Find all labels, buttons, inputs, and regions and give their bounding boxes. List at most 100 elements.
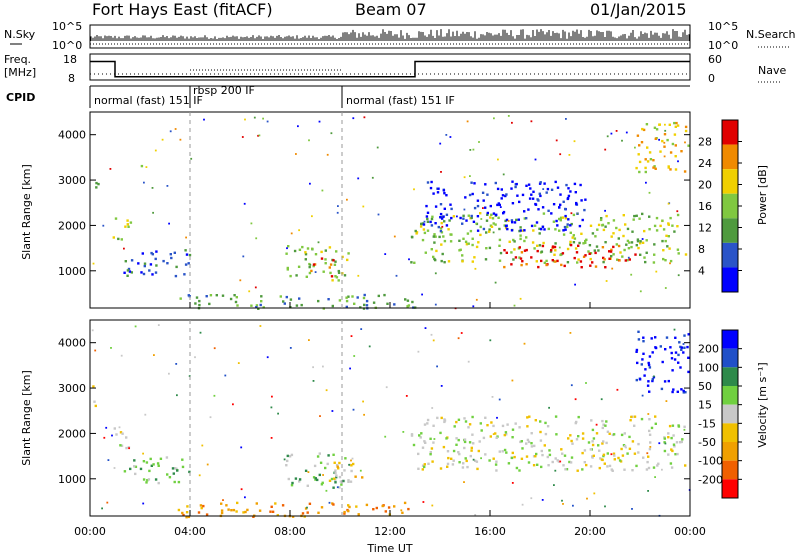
heatmap-cell	[530, 120, 533, 123]
heatmap-cell	[667, 165, 670, 168]
heatmap-cell	[431, 460, 434, 463]
heatmap-cell	[199, 331, 202, 334]
heatmap-cell	[329, 271, 332, 275]
heatmap-cell	[443, 239, 447, 243]
heatmap-cell	[504, 431, 508, 434]
heatmap-cell	[623, 468, 626, 471]
heatmap-cell	[482, 227, 486, 231]
heatmap-cell	[134, 325, 137, 328]
nsky-strip: N.Sky 10^5 10^0 10^5 10^0 N.Search	[4, 20, 796, 52]
heatmap-cell	[539, 194, 542, 198]
heatmap-cell	[547, 227, 550, 231]
heatmap-cell	[341, 255, 344, 259]
heatmap-cell	[319, 461, 323, 464]
heatmap-cell	[578, 224, 582, 228]
heatmap-cell	[434, 222, 437, 225]
beam-label: Beam 07	[355, 0, 427, 19]
heatmap-cell	[103, 436, 106, 439]
heatmap-cell	[516, 194, 519, 197]
heatmap-cell	[657, 462, 660, 465]
heatmap-cell	[652, 466, 656, 469]
heatmap-cell	[151, 187, 154, 189]
heatmap-cell	[183, 273, 186, 276]
heatmap-cell	[181, 465, 185, 469]
heatmap-cell	[427, 462, 430, 465]
heatmap-cell	[422, 223, 426, 226]
heatmap-cell	[510, 456, 514, 460]
heatmap-cell	[449, 203, 452, 206]
heatmap-cell	[677, 160, 679, 163]
heatmap-cell	[606, 452, 609, 455]
heatmap-cell	[91, 329, 94, 332]
heatmap-cell	[423, 463, 426, 466]
heatmap-cell	[554, 228, 557, 231]
heatmap-cell	[490, 225, 494, 228]
heatmap-cell	[617, 244, 621, 248]
heatmap-cell	[604, 424, 607, 427]
heatmap-cell	[350, 469, 353, 473]
heatmap-cell	[518, 256, 521, 259]
heatmap-cell	[637, 246, 640, 250]
heatmap-cell	[546, 455, 549, 459]
heatmap-cell	[185, 516, 188, 519]
heatmap-cell	[477, 241, 480, 244]
heatmap-cell	[642, 456, 645, 459]
heatmap-cell	[126, 219, 129, 222]
heatmap-cell	[615, 243, 618, 246]
heatmap-cell	[335, 463, 339, 467]
heatmap-cell	[610, 468, 613, 471]
heatmap-cell	[484, 183, 487, 186]
heatmap-cell	[515, 218, 518, 222]
heatmap-cell	[187, 294, 190, 297]
heatmap-cell	[541, 453, 544, 457]
heatmap-cell	[248, 290, 251, 293]
heatmap-cell	[109, 168, 112, 170]
heatmap-cell	[123, 271, 126, 274]
heatmap-cell	[467, 242, 470, 245]
heatmap-cell	[486, 213, 489, 216]
heatmap-cell	[489, 216, 492, 219]
heatmap-cell	[357, 177, 360, 180]
heatmap-cell	[320, 483, 324, 486]
heatmap-cell	[349, 367, 351, 370]
heatmap-cell	[258, 509, 262, 512]
heatmap-cell	[555, 219, 558, 223]
heatmap-cell	[468, 423, 472, 426]
heatmap-cell	[562, 464, 565, 467]
heatmap-cell	[669, 259, 673, 263]
heatmap-cell	[465, 459, 468, 463]
heatmap-cell	[119, 431, 123, 434]
heatmap-cell	[641, 238, 644, 240]
heatmap-cell	[553, 484, 555, 486]
heatmap-cell	[166, 185, 169, 187]
heatmap-cell	[562, 503, 564, 505]
heatmap-cell	[671, 224, 674, 227]
heatmap-cell	[467, 360, 470, 363]
heatmap-cell	[598, 466, 601, 470]
heatmap-cell	[173, 467, 177, 470]
heatmap-cell	[664, 348, 667, 351]
heatmap-cell	[473, 182, 476, 185]
heatmap-cell	[457, 418, 461, 421]
heatmap-cell	[306, 484, 309, 487]
heatmap-cell	[527, 208, 530, 211]
heatmap-cell	[585, 238, 588, 241]
heatmap-cell	[494, 223, 497, 226]
heatmap-cell	[682, 389, 685, 393]
colorbar-tick-label: -50	[698, 436, 716, 449]
heatmap-cell	[209, 416, 212, 419]
heatmap-cell	[334, 481, 337, 484]
heatmap-cell	[637, 153, 640, 156]
heatmap-cell	[448, 219, 451, 222]
heatmap-cell	[343, 512, 346, 515]
heatmap-cell	[548, 453, 552, 457]
heatmap-cell	[659, 345, 662, 348]
heatmap-cell	[572, 234, 575, 237]
heatmap-cell	[442, 235, 445, 238]
heatmap-cell	[643, 374, 646, 377]
heatmap-cell	[602, 454, 605, 458]
heatmap-cell	[536, 249, 539, 253]
heatmap-cell	[549, 250, 553, 253]
heatmap-cell	[113, 467, 116, 469]
heatmap-cell	[472, 458, 475, 461]
